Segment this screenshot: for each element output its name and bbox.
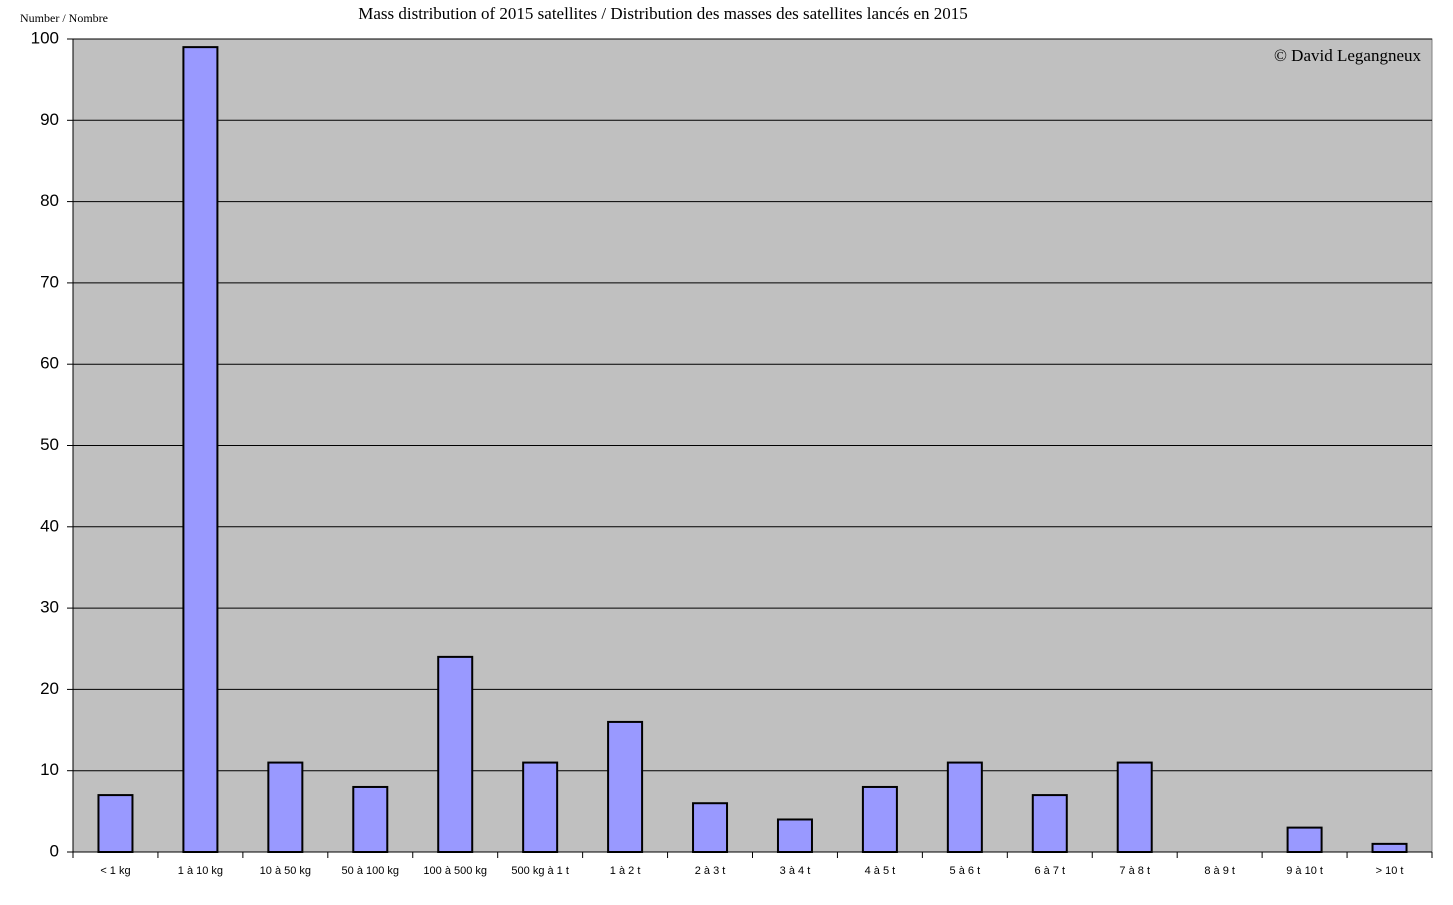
y-tick-label: 80 bbox=[40, 191, 59, 210]
x-tick-label: 9 à 10 t bbox=[1286, 865, 1323, 877]
bar bbox=[437, 655, 474, 853]
annotation: © David Legangneux bbox=[1274, 46, 1421, 65]
chart-title: Mass distribution of 2015 satellites / D… bbox=[358, 4, 968, 23]
x-tick-label: 5 à 6 t bbox=[950, 865, 981, 877]
x-tick-label: 2 à 3 t bbox=[695, 865, 726, 877]
bar bbox=[776, 818, 813, 853]
y-axis-label: Number / Nombre bbox=[20, 11, 108, 25]
y-tick-label: 20 bbox=[40, 679, 59, 698]
x-tick-label: 1 à 2 t bbox=[610, 865, 641, 877]
x-tick-label: 100 à 500 kg bbox=[423, 865, 487, 877]
x-tick-label: > 10 t bbox=[1376, 865, 1404, 877]
bar bbox=[522, 761, 559, 854]
y-tick-label: 40 bbox=[40, 516, 59, 535]
bar bbox=[352, 785, 389, 854]
bar bbox=[1371, 842, 1408, 853]
bar bbox=[1031, 794, 1068, 854]
bar bbox=[1286, 826, 1323, 853]
y-tick-label: 90 bbox=[40, 110, 59, 129]
y-tick-label: 30 bbox=[40, 598, 59, 617]
bar bbox=[267, 761, 304, 854]
bar bbox=[861, 785, 898, 854]
x-tick-label: 8 à 9 t bbox=[1204, 865, 1235, 877]
y-tick-label: 100 bbox=[31, 28, 59, 47]
x-tick-label: 7 à 8 t bbox=[1119, 865, 1150, 877]
x-tick-label: 50 à 100 kg bbox=[342, 865, 400, 877]
bar bbox=[692, 802, 729, 853]
bar bbox=[607, 720, 644, 853]
bar bbox=[97, 794, 134, 854]
bar bbox=[946, 761, 983, 854]
x-tick-label: 4 à 5 t bbox=[865, 865, 896, 877]
bar bbox=[1116, 761, 1153, 854]
x-tick-label: 500 kg à 1 t bbox=[511, 865, 569, 877]
x-tick-label: 10 à 50 kg bbox=[260, 865, 311, 877]
x-tick-label: 6 à 7 t bbox=[1034, 865, 1065, 877]
y-tick-label: 70 bbox=[40, 272, 59, 291]
y-tick-label: 0 bbox=[50, 841, 59, 860]
y-tick-label: 10 bbox=[40, 760, 59, 779]
bar bbox=[182, 46, 219, 853]
x-tick-label: 1 à 10 kg bbox=[178, 865, 223, 877]
x-tick-label: 3 à 4 t bbox=[780, 865, 811, 877]
y-tick-label: 60 bbox=[40, 354, 59, 373]
y-tick-label: 50 bbox=[40, 435, 59, 454]
x-tick-label: < 1 kg bbox=[100, 865, 130, 877]
